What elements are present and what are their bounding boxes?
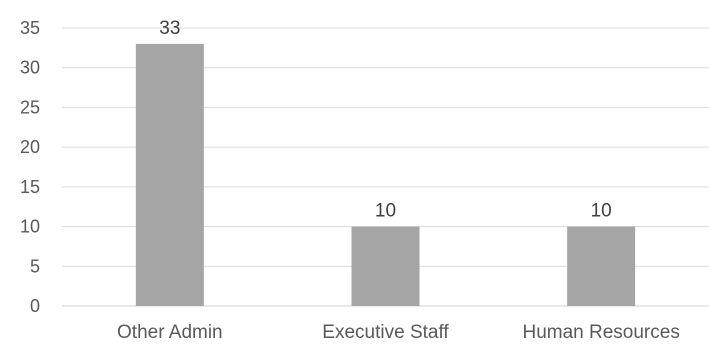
data-label: 10: [591, 201, 612, 222]
y-tick-label: 10: [20, 217, 40, 237]
bars: [135, 43, 636, 307]
y-tick-label: 30: [20, 58, 40, 78]
y-tick-label: 25: [20, 97, 40, 117]
x-axis-category-labels: Other Admin Executive Staff Human Resource…: [117, 322, 680, 343]
bar: [567, 226, 636, 306]
x-category-label: Executive Staff: [322, 322, 449, 343]
data-labels: 33 10 10: [159, 18, 611, 222]
data-label: 10: [375, 201, 396, 222]
data-label: 33: [159, 18, 180, 39]
y-tick-label: 0: [30, 296, 40, 316]
x-category-label: Human Resources: [522, 322, 679, 343]
y-tick-label: 5: [30, 256, 40, 276]
bar: [351, 226, 420, 306]
y-tick-label: 15: [20, 177, 40, 197]
bar: [135, 43, 204, 307]
y-tick-label: 20: [20, 137, 40, 157]
y-axis-tick-labels: 0 5 10 15 20 25 30 35: [20, 18, 40, 316]
x-category-label: Other Admin: [117, 322, 223, 343]
y-tick-label: 35: [20, 18, 40, 38]
